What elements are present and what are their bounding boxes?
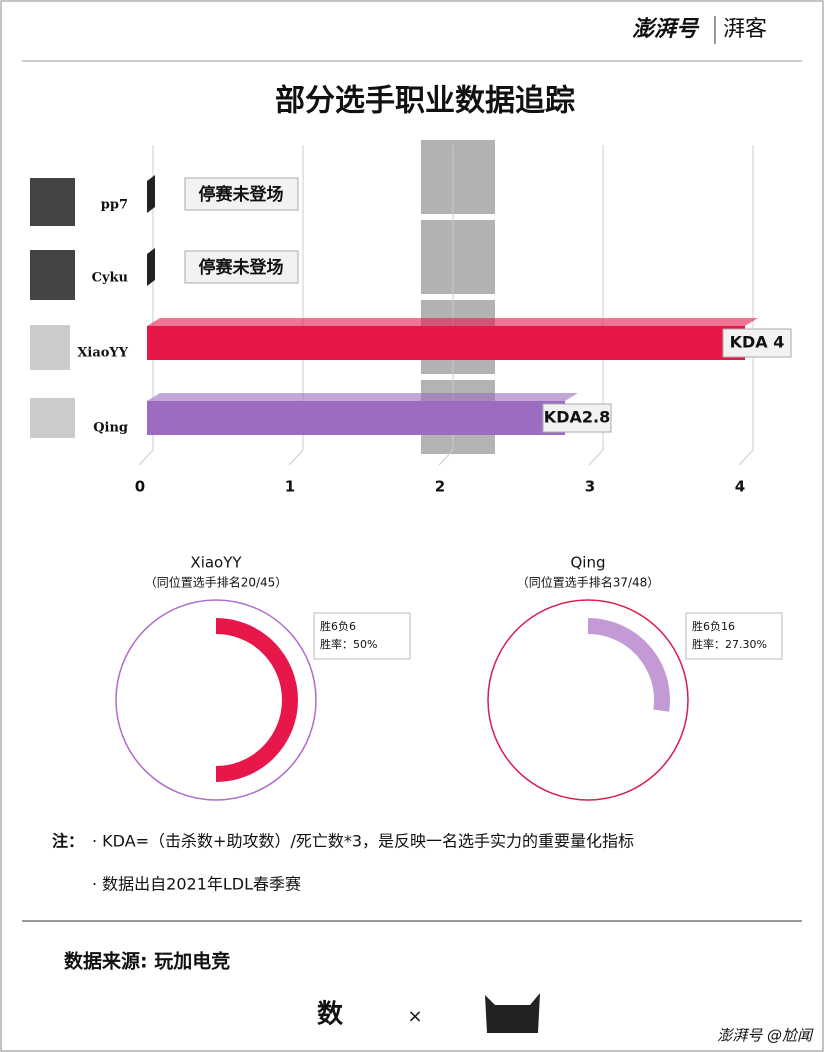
donut-ring bbox=[115, 599, 317, 801]
x-tick-label: 3 bbox=[585, 478, 595, 496]
value-label: KDA2.8 bbox=[544, 408, 610, 427]
note: · 数据出自2021年LDL春季赛 bbox=[92, 875, 301, 894]
grid-line bbox=[738, 145, 754, 466]
source: 数据来源: 玩加电竞 bbox=[64, 950, 230, 973]
note: · KDA=（击杀数+助攻数）/死亡数*3，是反映一名选手实力的重要量化指标 bbox=[92, 832, 634, 851]
donut-arc bbox=[215, 618, 298, 782]
donut-arc bbox=[587, 618, 670, 712]
annotation-box bbox=[685, 612, 783, 660]
note-label: 注： bbox=[52, 832, 84, 851]
times: × bbox=[407, 1006, 422, 1027]
grid-line bbox=[288, 145, 304, 466]
donut-title: XiaoYY bbox=[190, 554, 242, 572]
watermark: 澎湃号 @尬闻 bbox=[717, 1027, 814, 1045]
label-box bbox=[184, 177, 299, 211]
owl-logo bbox=[485, 993, 540, 1033]
chart-title: 部分选手职业数据追踪 bbox=[275, 84, 575, 119]
bar-stub bbox=[147, 248, 155, 286]
bar bbox=[147, 401, 565, 435]
donut-subtitle: （同位置选手排名37/48） bbox=[517, 575, 660, 590]
grid-line bbox=[438, 145, 454, 466]
brand: 澎湃号 bbox=[632, 17, 700, 42]
label-box bbox=[722, 328, 792, 358]
logo: 数 bbox=[317, 1000, 344, 1030]
grid-line bbox=[588, 145, 604, 466]
avatars bbox=[30, 178, 75, 438]
label-box bbox=[184, 250, 299, 284]
category-label: XiaoYY bbox=[77, 346, 128, 361]
category-label: Qing bbox=[93, 421, 128, 436]
category-label: pp7 bbox=[101, 198, 128, 213]
value-label: 停赛未登场 bbox=[199, 257, 284, 278]
annotation: 胜6负6 bbox=[320, 619, 356, 633]
donut-ring bbox=[487, 599, 689, 801]
grid-line bbox=[138, 145, 154, 466]
annotation: 胜6负16 bbox=[692, 619, 735, 633]
x-tick-label: 2 bbox=[435, 478, 445, 496]
x-tick-label: 4 bbox=[735, 478, 745, 496]
x-tick-label: 0 bbox=[135, 478, 145, 496]
category-label: Cyku bbox=[92, 271, 128, 286]
bar-top bbox=[147, 318, 758, 326]
value-label: 胜率：50% bbox=[320, 637, 377, 651]
annotation-box bbox=[313, 612, 411, 660]
donut-subtitle: （同位置选手排名20/45） bbox=[145, 575, 288, 590]
value-label: 胜率：27.30% bbox=[692, 637, 767, 651]
donut-title: Qing bbox=[570, 554, 605, 572]
value-label: KDA 4 bbox=[730, 333, 785, 352]
bar bbox=[147, 326, 745, 360]
value-label: 停赛未登场 bbox=[199, 184, 284, 205]
bar-top bbox=[147, 393, 578, 401]
bar-stub bbox=[147, 175, 155, 213]
x-tick-label: 1 bbox=[285, 478, 295, 496]
label-box bbox=[542, 403, 612, 433]
channel: 湃客 bbox=[723, 17, 767, 42]
